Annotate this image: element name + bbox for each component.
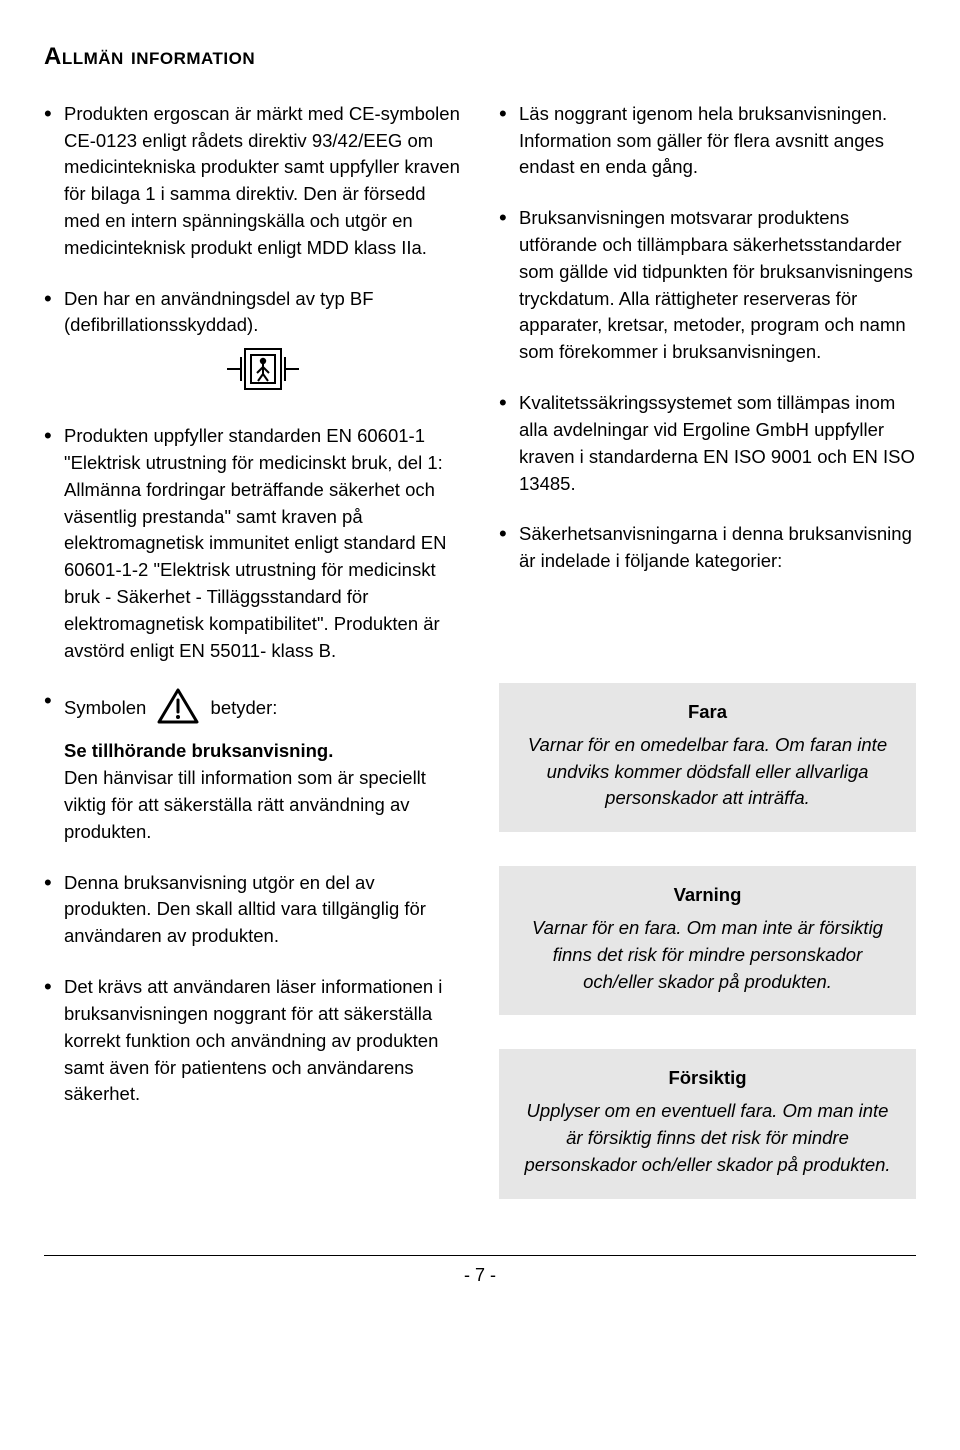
- list-item: Symbolen betyder: Se tillhörande bruksan…: [44, 688, 461, 845]
- left-column: Produkten ergoscan är märkt med CE-symbo…: [44, 101, 461, 1221]
- list-item: Läs noggrant igenom hela bruksanvisninge…: [499, 101, 916, 181]
- list-item: Produkten ergoscan är märkt med CE-symbo…: [44, 101, 461, 262]
- page-number: - 7 -: [44, 1262, 916, 1288]
- callout-body: Varnar för en omedelbar fara. Om faran i…: [517, 732, 898, 812]
- callout-forsiktig: Försiktig Upplyser om en eventuell fara.…: [499, 1049, 916, 1198]
- page-title: Allmän information: [44, 40, 916, 75]
- bf-symbol-block: [64, 347, 461, 399]
- list-item: Produkten uppfyller standarden EN 60601-…: [44, 423, 461, 664]
- list-item: Bruksanvisningen motsvarar produktens ut…: [499, 205, 916, 366]
- callout-body: Varnar för en fara. Om man inte är försi…: [517, 915, 898, 995]
- list-item: Den har en användningsdel av typ BF (def…: [44, 286, 461, 399]
- symbol-prefix: Symbolen: [64, 697, 146, 718]
- spacer: [499, 599, 916, 683]
- callout-varning: Varning Varnar för en fara. Om man inte …: [499, 866, 916, 1015]
- spacer: [499, 1037, 916, 1049]
- bullet-list-right: Läs noggrant igenom hela bruksanvisninge…: [499, 101, 916, 599]
- symbol-suffix: betyder:: [211, 697, 278, 718]
- symbol-bold-line: Se tillhörande bruksanvisning.: [64, 738, 461, 765]
- bf-defib-icon: [223, 347, 303, 391]
- callout-title: Varning: [517, 882, 898, 909]
- bullet-list-left: Produkten ergoscan är märkt med CE-symbo…: [44, 101, 461, 1108]
- list-item: Denna bruksanvisning utgör en del av pro…: [44, 870, 461, 950]
- list-item: Det krävs att användaren läser informati…: [44, 974, 461, 1108]
- footer-rule: [44, 1255, 916, 1256]
- body-text: Den har en användningsdel av typ BF (def…: [64, 288, 374, 336]
- callout-fara: Fara Varnar för en omedelbar fara. Om fa…: [499, 683, 916, 832]
- symbol-rest: Den hänvisar till information som är spe…: [64, 767, 426, 842]
- warning-triangle-icon: [157, 688, 199, 724]
- spacer: [499, 854, 916, 866]
- right-column: Läs noggrant igenom hela bruksanvisninge…: [499, 101, 916, 1221]
- list-item: Kvalitetssäkringssystemet som tillämpas …: [499, 390, 916, 497]
- spacer: [64, 724, 461, 738]
- list-item: Säkerhetsanvisningarna i denna bruksanvi…: [499, 521, 916, 575]
- callout-title: Fara: [517, 699, 898, 726]
- symbol-line: Symbolen betyder:: [64, 697, 277, 718]
- callout-body: Upplyser om en eventuell fara. Om man in…: [517, 1098, 898, 1178]
- callout-title: Försiktig: [517, 1065, 898, 1092]
- two-column-layout: Produkten ergoscan är märkt med CE-symbo…: [44, 101, 916, 1221]
